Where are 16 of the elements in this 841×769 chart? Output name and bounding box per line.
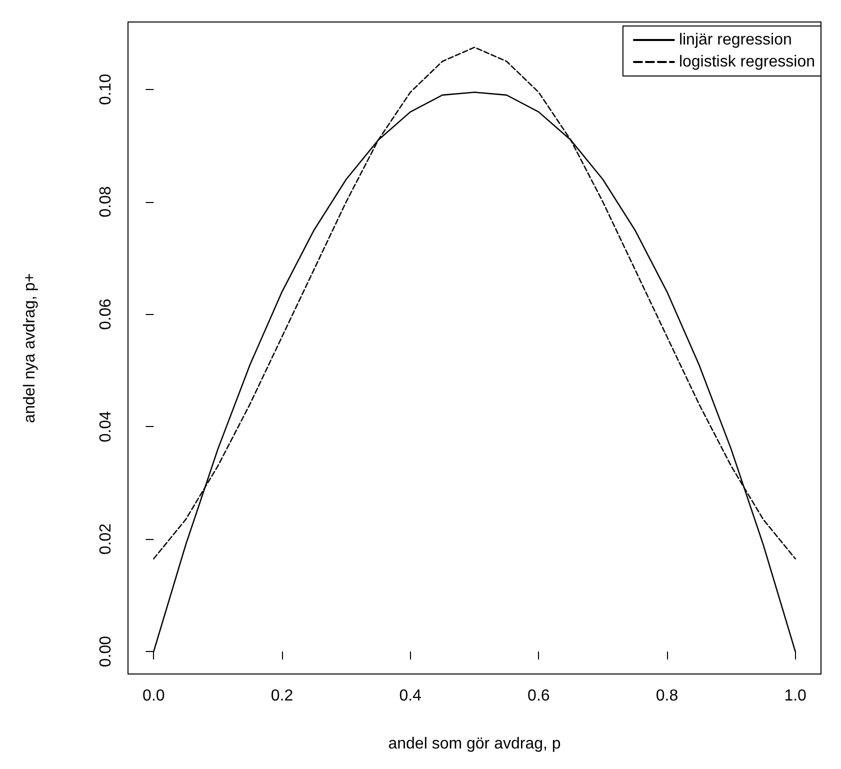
y-tick-label: 0.02 (98, 523, 114, 555)
x-tick-label: 0.4 (399, 688, 422, 704)
x-tick-label: 0.2 (270, 688, 294, 704)
y-tick-label: 0.08 (98, 186, 114, 218)
x-tick-label: 0.8 (656, 688, 678, 704)
legend-label: logistisk regression (678, 54, 816, 70)
y-tick-label: 0.00 (98, 636, 114, 668)
y-tick-label: 0.10 (98, 74, 114, 106)
x-tick-label: 1.0 (784, 688, 807, 704)
x-axis-title: andel som gör avdrag, p (388, 736, 561, 752)
x-tick-label: 0.0 (142, 688, 165, 704)
legend-label: linjär regression (678, 32, 792, 48)
y-tick-label: 0.04 (98, 411, 114, 442)
y-tick-label: 0.06 (98, 298, 114, 330)
x-tick-label: 0.6 (528, 688, 550, 704)
y-axis-title: andel nya avdrag, p+ (22, 273, 38, 423)
